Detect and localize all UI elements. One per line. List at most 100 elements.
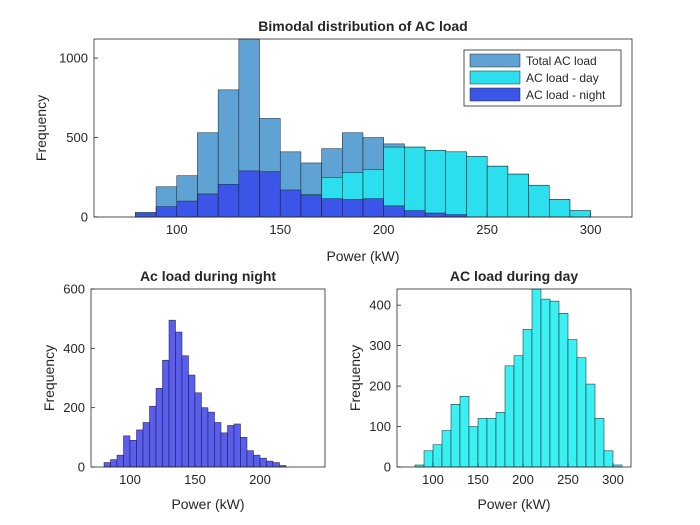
- night-y-tick-label: 200: [63, 400, 85, 415]
- histogram-bar-night: [342, 199, 364, 218]
- day-y-tick-label: 200: [369, 379, 391, 394]
- night-histogram-bar: [259, 457, 267, 468]
- histogram-bar-night: [176, 200, 198, 218]
- night-histogram-bar: [272, 462, 280, 468]
- night-histogram-bar: [155, 388, 163, 468]
- night-histogram-bar: [194, 392, 202, 468]
- night-chart-title: Ac load during night: [140, 268, 276, 284]
- day-histogram-bar: [504, 365, 515, 468]
- main-x-tick-label: 150: [269, 222, 291, 237]
- day-histogram-bar: [531, 288, 542, 468]
- day-histogram-bar: [594, 418, 605, 468]
- histogram-bar-night: [279, 189, 302, 218]
- histogram-bar-night: [424, 212, 447, 218]
- night-histogram-bar: [175, 331, 183, 468]
- day-histogram-bar: [459, 395, 470, 468]
- night-histogram-bar: [207, 411, 215, 468]
- day-histogram-bar: [585, 383, 596, 468]
- histogram-bar-night: [197, 193, 219, 218]
- legend-swatch-day: [469, 70, 521, 85]
- legend-label-total: Total AC load: [526, 54, 597, 68]
- night-x-tick-label: 200: [249, 472, 271, 487]
- main-y-axis-label: Frequency: [33, 95, 49, 161]
- day-histogram-bar: [522, 329, 533, 468]
- main-y-ticks: 0 500 1000: [59, 51, 98, 225]
- histogram-bar-day: [548, 199, 571, 218]
- night-x-axis-label: Power (kW): [171, 496, 244, 512]
- histogram-bar-night: [404, 210, 426, 218]
- night-histogram-bar: [129, 440, 137, 468]
- night-y-tick-label: 0: [78, 460, 85, 475]
- legend-swatch-night: [469, 87, 521, 102]
- night-histogram-bar: [201, 407, 209, 468]
- day-histogram-bar: [441, 430, 452, 468]
- night-histogram-bar: [266, 460, 274, 468]
- day-histogram-bar: [540, 298, 551, 468]
- histogram-bar-night: [259, 171, 281, 218]
- day-y-ticks: 0 100 200 300 400: [369, 298, 401, 475]
- main-x-tick-label: 100: [166, 222, 188, 237]
- night-histogram-bar: [142, 422, 150, 468]
- histogram-bar-night: [135, 213, 157, 218]
- main-x-axis-label: Power (kW): [326, 248, 399, 264]
- day-bars: [414, 288, 623, 468]
- day-y-tick-label: 400: [369, 298, 391, 313]
- night-histogram-bar: [110, 459, 118, 468]
- main-chart-title: Bimodal distribution of AC load: [258, 18, 467, 34]
- main-x-ticks: 100 150 200 250 300: [166, 213, 602, 237]
- day-x-tick-label: 250: [557, 472, 579, 487]
- histogram-bar-night: [238, 170, 260, 218]
- night-histogram-bar: [181, 355, 189, 468]
- legend-item-total: Total AC load: [469, 53, 597, 68]
- histogram-bar-night: [362, 198, 384, 218]
- histogram-bar-night: [321, 198, 343, 218]
- day-chart-title: AC load during day: [450, 268, 579, 284]
- day-x-tick-label: 150: [467, 472, 489, 487]
- day-y-tick-label: 300: [369, 338, 391, 353]
- day-histogram-bar: [513, 355, 524, 468]
- day-plot: 100 150 200 250 300 0 100 200 300 400 AC load du…: [347, 268, 632, 512]
- night-histogram-bar: [214, 422, 222, 468]
- night-histogram-bar: [233, 423, 241, 468]
- night-histogram-bar: [116, 454, 124, 468]
- legend-label-night: AC load - night: [526, 88, 606, 102]
- histogram-bar-night: [300, 195, 322, 218]
- main-y-tick-label: 0: [81, 210, 88, 225]
- histogram-bar-day: [486, 165, 509, 218]
- night-histogram-bar: [220, 432, 228, 468]
- main-plot-frame: [93, 38, 633, 218]
- histogram-bar-day: [466, 156, 488, 218]
- histogram-bar-day: [445, 151, 467, 218]
- night-histogram-bar: [168, 319, 176, 468]
- main-x-tick-label: 300: [580, 222, 602, 237]
- main-x-tick-label: 250: [476, 222, 498, 237]
- day-histogram-bar: [549, 300, 560, 468]
- day-histogram-bar: [576, 357, 587, 468]
- day-histogram-bar: [558, 313, 569, 468]
- day-histogram-bar: [423, 450, 434, 468]
- legend-label-day: AC load - day: [526, 71, 599, 85]
- night-histogram-bar: [103, 462, 111, 468]
- night-histogram-bar: [188, 374, 196, 468]
- day-histogram-bar: [567, 339, 578, 468]
- night-x-tick-label: 100: [119, 472, 141, 487]
- day-x-ticks: 100 150 200 250 300: [422, 463, 624, 487]
- night-y-ticks: 0 200 400 600: [63, 282, 95, 475]
- legend-item-day: AC load - day: [469, 70, 599, 85]
- day-histogram-bar: [450, 404, 461, 468]
- night-histogram-bar: [227, 425, 235, 468]
- night-histogram-bar: [136, 429, 144, 468]
- main-plot: 100 150 200 250 300 0 500 1000 Bimodal distrib…: [33, 18, 633, 264]
- night-histogram-bar: [123, 435, 131, 468]
- night-histogram-bar: [246, 450, 254, 468]
- night-plot-frame: [90, 288, 326, 468]
- night-bars: [103, 319, 287, 468]
- day-x-tick-label: 200: [512, 472, 534, 487]
- day-histogram-bar: [603, 450, 614, 468]
- day-y-axis-label: Frequency: [347, 345, 363, 411]
- main-bars: [135, 38, 591, 218]
- day-x-tick-label: 300: [602, 472, 624, 487]
- day-histogram-bar: [432, 444, 443, 468]
- histogram-bar-night: [217, 184, 240, 218]
